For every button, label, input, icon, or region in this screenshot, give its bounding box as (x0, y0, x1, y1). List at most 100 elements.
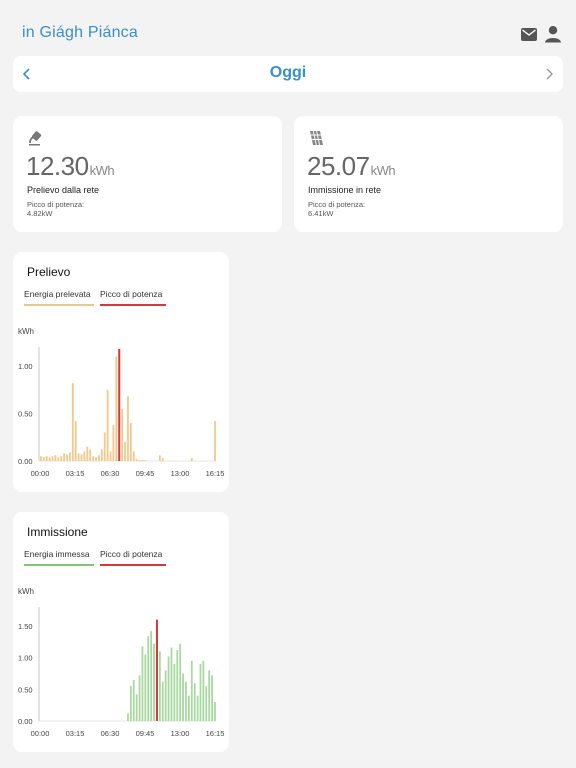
energy-bar[interactable] (42, 457, 45, 461)
x-tick-label: 09:45 (136, 729, 155, 738)
energy-bar[interactable] (190, 660, 193, 721)
energy-bar[interactable] (129, 423, 132, 461)
mail-icon[interactable] (521, 27, 537, 46)
energy-bar[interactable] (121, 408, 124, 461)
energy-bar[interactable] (182, 673, 184, 722)
energy-bar[interactable] (124, 442, 126, 461)
energy-bar[interactable] (132, 451, 135, 462)
energy-bar[interactable] (69, 452, 71, 461)
energy-bar[interactable] (115, 356, 118, 462)
energy-bar[interactable] (132, 679, 135, 721)
energy-bar[interactable] (144, 460, 147, 461)
energy-bar[interactable] (190, 458, 193, 461)
energy-bar[interactable] (100, 449, 103, 461)
energy-bar[interactable] (71, 383, 74, 461)
energy-bar[interactable] (211, 675, 213, 721)
energy-bar[interactable] (199, 664, 202, 721)
energy-bar[interactable] (214, 421, 216, 461)
injection-summary-card: 25.07kWh Immissione in rete Picco di pot… (294, 116, 563, 232)
energy-bar[interactable] (127, 713, 129, 721)
energy-bar[interactable] (141, 646, 144, 721)
energy-bar[interactable] (150, 631, 153, 721)
energy-bar[interactable] (129, 686, 132, 721)
energy-bar[interactable] (170, 647, 173, 721)
withdraw-chart: kWh 0.00 0.50 1.00 00:00 03:15 06:30 09:45 13:00… (18, 327, 225, 478)
energy-bar[interactable] (74, 421, 77, 461)
user-icon[interactable] (544, 25, 562, 48)
y-tick-label: 0.00 (18, 457, 33, 466)
chevron-right-icon[interactable] (540, 65, 558, 83)
energy-bar[interactable] (161, 681, 164, 721)
x-tick-label: 09:45 (136, 469, 155, 478)
energy-bar[interactable] (135, 694, 138, 721)
energy-bar[interactable] (193, 683, 196, 721)
energy-bar[interactable] (45, 456, 48, 461)
legend-energy-injected[interactable]: Energia immessa (24, 549, 94, 566)
energy-bar[interactable] (51, 456, 54, 461)
energy-bar[interactable] (138, 675, 141, 721)
legend-power-peak[interactable]: Picco di potenza (100, 289, 166, 306)
energy-bar[interactable] (60, 456, 63, 461)
energy-bar[interactable] (63, 453, 66, 461)
power-peak-bar[interactable] (118, 348, 121, 461)
energy-bar[interactable] (112, 424, 115, 461)
y-axis-unit: kWh (18, 587, 34, 596)
y-tick-label: 1.00 (18, 654, 33, 663)
energy-bar[interactable] (167, 656, 170, 721)
energy-bar[interactable] (95, 457, 97, 461)
energy-bar[interactable] (141, 460, 144, 461)
solar-panel-icon (308, 130, 324, 146)
legend-power-peak[interactable]: Picco di potenza (100, 549, 166, 566)
energy-bar[interactable] (196, 695, 199, 721)
power-peak-bar[interactable] (155, 619, 158, 721)
energy-bar[interactable] (161, 458, 164, 461)
energy-bar[interactable] (147, 636, 150, 721)
day-navigator: Oggi (13, 56, 563, 92)
energy-bar[interactable] (158, 455, 161, 461)
energy-bar[interactable] (48, 457, 51, 461)
energy-bar[interactable] (173, 664, 176, 721)
energy-bar[interactable] (92, 456, 95, 461)
injection-peak: Picco di potenza: 6.41kW (308, 200, 366, 218)
energy-bar[interactable] (98, 455, 100, 461)
energy-bar[interactable] (89, 449, 92, 461)
energy-bar[interactable] (80, 454, 83, 461)
energy-bar[interactable] (144, 654, 147, 722)
energy-bar[interactable] (66, 454, 68, 461)
energy-bar[interactable] (127, 396, 129, 461)
energy-bar[interactable] (179, 643, 182, 721)
chevron-left-icon[interactable] (18, 65, 36, 83)
energy-bar[interactable] (135, 459, 138, 461)
energy-bar[interactable] (153, 643, 155, 721)
energy-bar[interactable] (164, 670, 167, 721)
energy-bar[interactable] (83, 451, 86, 462)
energy-bar[interactable] (202, 660, 205, 721)
energy-bar[interactable] (109, 451, 112, 462)
y-tick-label: 0.00 (18, 717, 33, 726)
brand-title: in Giágh Piánca (22, 24, 138, 41)
withdraw-label: Prelievo dalla rete (27, 185, 100, 195)
energy-bar[interactable] (205, 686, 208, 721)
x-tick-label: 00:00 (31, 469, 50, 478)
legend-energy-withdrawn[interactable]: Energia prelevata (24, 289, 94, 306)
energy-bar[interactable] (187, 695, 190, 721)
chart-title: Immissione (27, 525, 88, 539)
energy-bar[interactable] (158, 651, 161, 721)
energy-bar[interactable] (86, 446, 89, 461)
x-tick-label: 16:15 (206, 469, 225, 478)
energy-bar[interactable] (40, 456, 42, 461)
energy-bar[interactable] (138, 460, 141, 461)
withdraw-summary-card: 12.30kWh Prelievo dalla rete Picco di po… (13, 116, 282, 232)
energy-bar[interactable] (106, 389, 109, 461)
y-tick-label: 1.00 (18, 362, 33, 371)
energy-bar[interactable] (208, 670, 211, 721)
energy-bar[interactable] (57, 457, 60, 461)
energy-bar[interactable] (176, 650, 179, 721)
energy-bar[interactable] (214, 702, 216, 721)
energy-bar[interactable] (103, 432, 106, 462)
chart-title: Prelievo (27, 265, 71, 279)
energy-bar[interactable] (185, 681, 187, 721)
energy-bar[interactable] (54, 455, 57, 461)
energy-bar[interactable] (77, 453, 80, 461)
y-tick-label: 1.50 (18, 622, 33, 631)
